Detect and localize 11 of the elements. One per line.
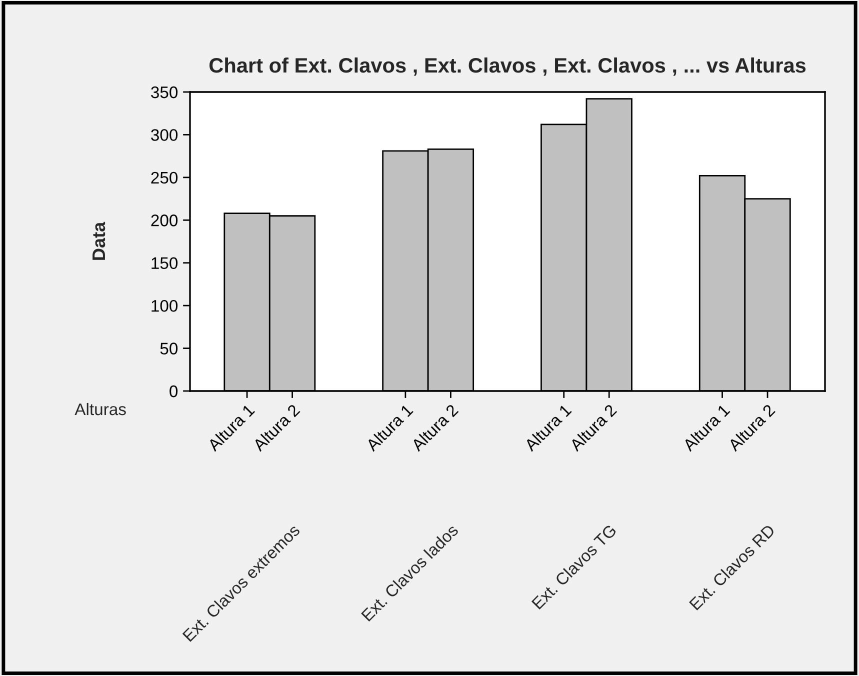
y-tick-label: 300 xyxy=(151,129,178,141)
y-tick-label: 200 xyxy=(151,214,178,226)
y-tick-label: 250 xyxy=(151,172,178,184)
y-axis-title: Data xyxy=(92,222,106,260)
chart-title: Chart of Ext. Clavos , Ext. Clavos , Ext. Clavos , ... vs Alturas xyxy=(209,57,806,76)
y-tick-label: 150 xyxy=(152,257,178,270)
y-tick-label: 350 xyxy=(151,86,178,98)
text: Alturas xyxy=(74,402,126,416)
y-tick-label: 100 xyxy=(152,300,178,312)
y-tick-label: 0 xyxy=(170,385,178,398)
y-tick-label: 50 xyxy=(160,342,178,354)
